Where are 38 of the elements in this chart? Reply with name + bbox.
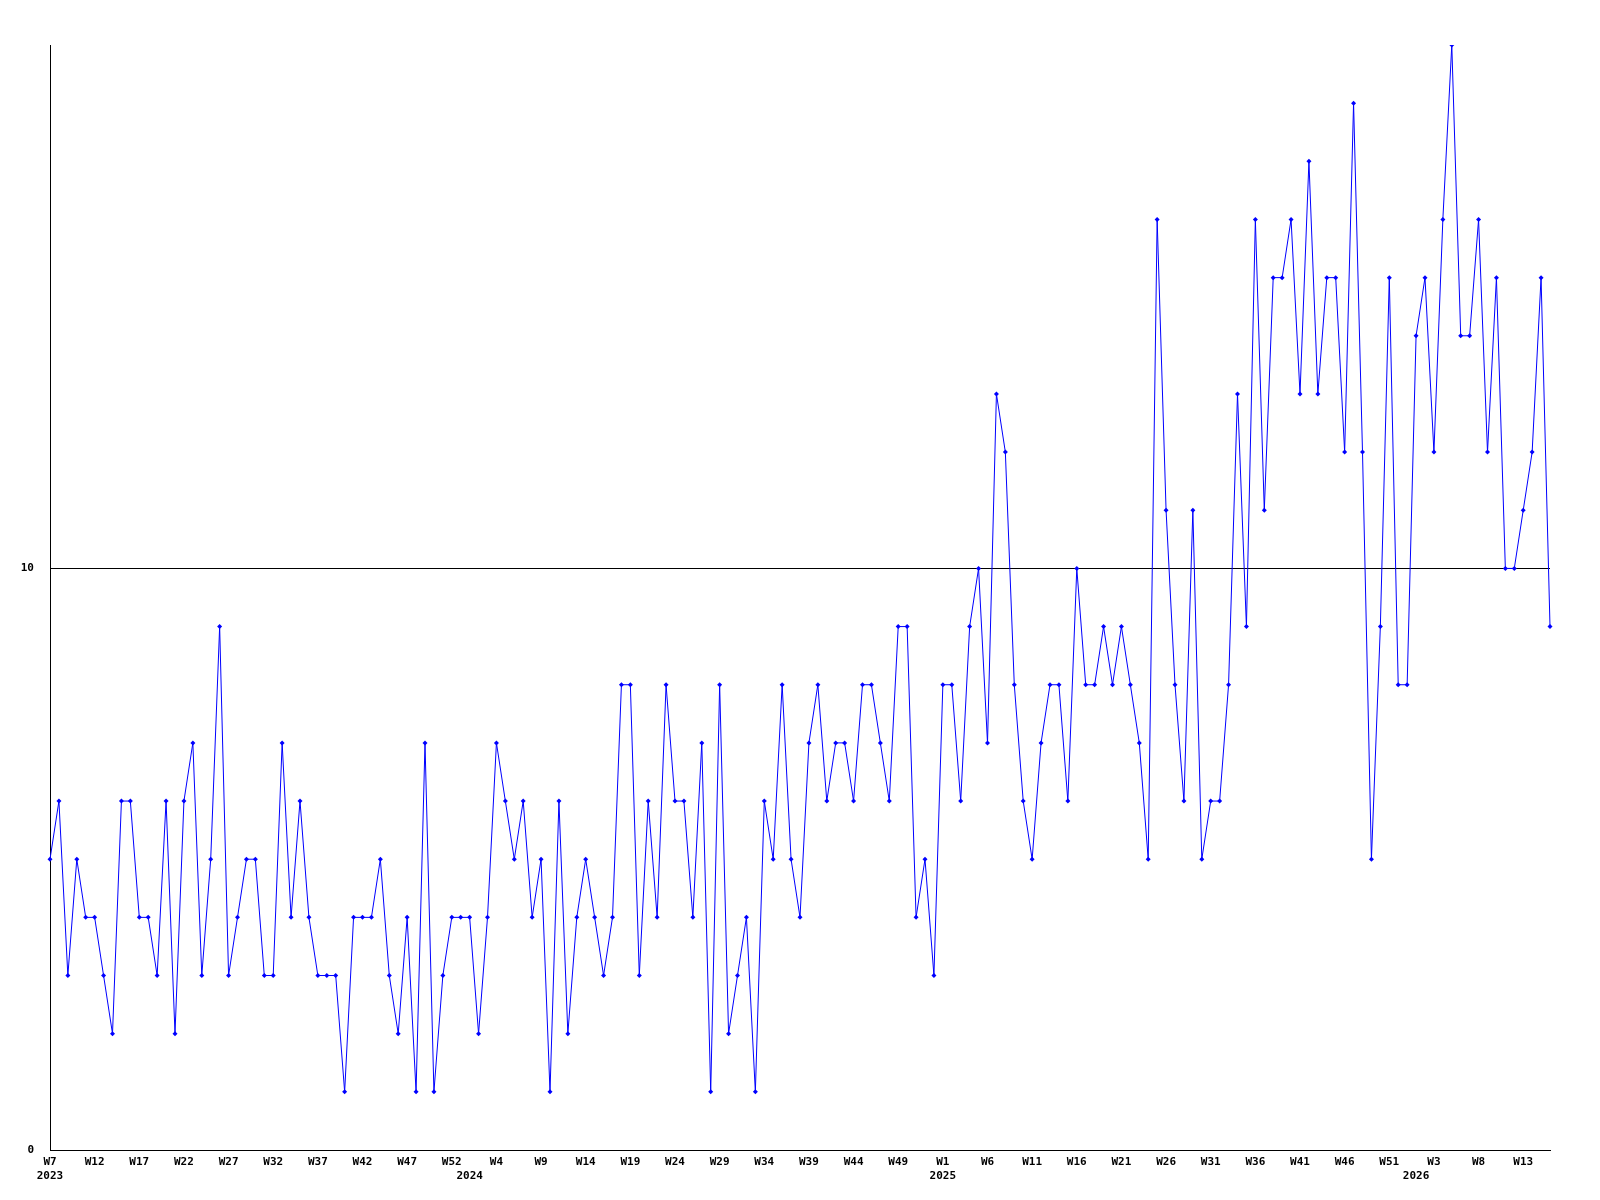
x-tick-label: W31 [1200,1155,1222,1169]
x-tick-label: W7 2023 [36,1155,64,1182]
x-tick-label: W6 [980,1155,995,1169]
x-tick-label: W34 [754,1155,775,1169]
x-tick-label: W19 [620,1155,641,1169]
x-tick-label: W42 [352,1155,373,1169]
x-tick-label: 2026 [1402,1168,1430,1182]
x-tick-label: W29 [709,1155,730,1169]
x-tick-label: W39 [798,1155,819,1169]
x-tick-label: 2024 [456,1168,484,1182]
x-tick-label: W49 [888,1155,909,1169]
x-tick-label: W37 [307,1155,328,1169]
x-tick-label: W11 [1022,1155,1043,1169]
x-tick-label: W32 [263,1155,284,1169]
x-tick-label: W21 [1111,1155,1132,1169]
x-tick-label: W13 [1513,1155,1534,1169]
x-tick-label: W1 2025 [929,1155,957,1182]
x-tick-label: W3 [1427,1155,1441,1169]
x-tick-label: W51 [1379,1155,1400,1169]
x-tick-label: W46 [1334,1155,1355,1169]
x-tick-label: W47 [397,1155,418,1169]
x-tick-label: W26 [1156,1155,1177,1169]
y-tick-label: 0 [27,1142,34,1156]
x-tick-label: W17 [129,1155,150,1169]
y-tick-label: 10 [20,561,34,575]
x-tick-label: W14 [575,1155,597,1169]
x-tick-label: W22 [173,1155,194,1169]
x-tick-label: W27 [218,1155,239,1169]
x-tick-label: W24 [665,1155,686,1169]
x-tick-label: W8 [1471,1155,1486,1169]
x-tick-label: W9 [534,1155,548,1169]
x-tick-label: W12 [84,1155,105,1169]
x-tick-label: W44 [843,1155,864,1169]
x-tick-label: W52 [441,1155,462,1169]
x-tick-label: W16 [1066,1155,1088,1169]
x-tick-label: W41 [1290,1155,1311,1169]
x-tick-label: W36 [1245,1155,1266,1169]
x-tick-label: W4 [489,1155,504,1169]
